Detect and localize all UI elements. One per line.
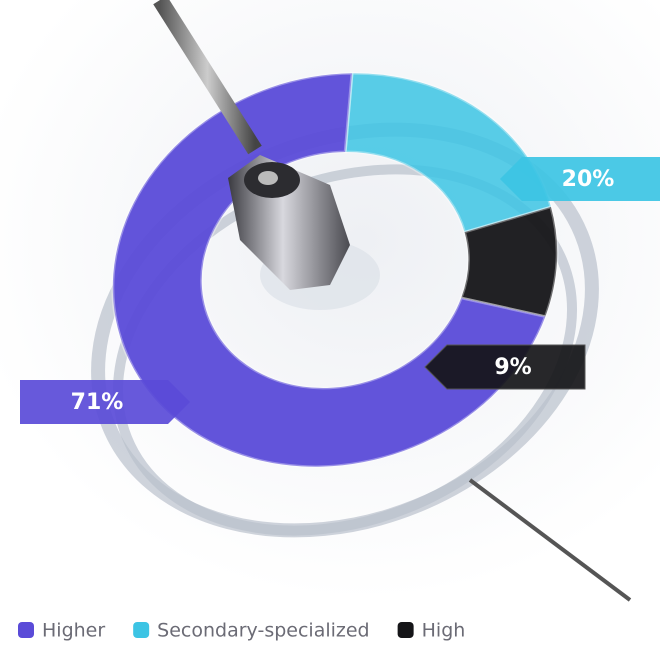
legend-label: Secondary-specialized [157, 620, 369, 642]
legend-label: High [422, 620, 466, 642]
value-label: 20% [562, 167, 615, 192]
legend-swatch [397, 622, 414, 638]
legend-swatch [133, 622, 150, 638]
label-tag [424, 344, 586, 390]
value-label: 71% [71, 390, 124, 415]
plug [153, 0, 380, 310]
donut-segment [459, 205, 559, 319]
cable [468, 478, 632, 602]
value-label: 9% [494, 355, 531, 380]
donut-segment [343, 71, 553, 234]
legend-swatch [18, 622, 34, 638]
label-tag [20, 380, 190, 424]
legend-label: Higher [42, 620, 105, 642]
label-tag [500, 157, 660, 201]
